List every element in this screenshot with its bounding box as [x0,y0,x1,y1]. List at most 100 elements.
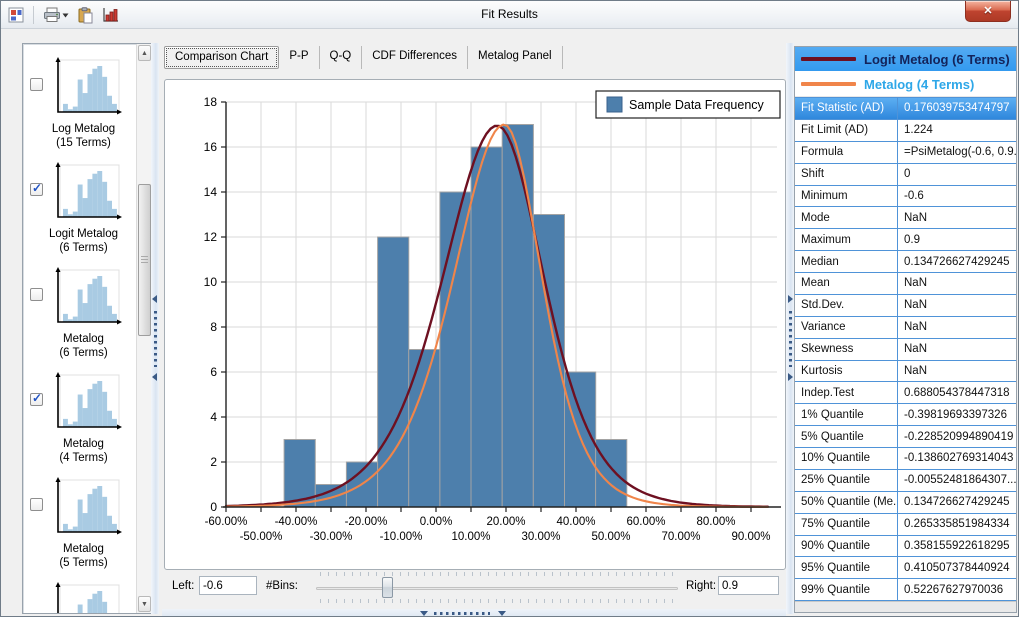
close-button[interactable]: ✕ [965,1,1011,22]
tab-q-q[interactable]: Q-Q [320,46,363,69]
right-splitter[interactable] [786,43,794,614]
table-row[interactable]: 25% Quantile -0.00552481864307... [795,469,1016,492]
table-row[interactable]: 95% Quantile 0.410507378440924 [795,557,1016,580]
stat-value: 0.134726627429245 [904,496,1010,509]
table-row[interactable]: Maximum 0.9 [795,229,1016,252]
left-bound-input[interactable] [199,576,257,595]
table-row[interactable]: Shift 0 [795,163,1016,186]
distribution-thumbnail-box[interactable] [49,476,123,538]
distribution-thumbnail-box[interactable] [49,266,123,328]
distribution-thumbnail-box[interactable] [49,371,123,433]
table-row[interactable]: 99% Quantile 0.52267627970036 [795,579,1016,602]
right-bound-input[interactable] [718,576,779,595]
table-row[interactable]: Median 0.134726627429245 [795,251,1016,273]
table-row[interactable]: Indep.Test 0.688054378447318 [795,382,1016,405]
bottom-splitter[interactable] [162,609,786,616]
splitter-grip [154,311,157,367]
scrollbar-grip [141,256,148,264]
left-splitter[interactable] [151,43,159,614]
stat-label: 25% Quantile [795,469,898,491]
table-row[interactable]: 10% Quantile -0.138602769314043 [795,448,1016,470]
distribution-thumbnail [55,582,120,613]
right-bound-label: Right: [686,580,717,592]
tab-metalog-panel[interactable]: Metalog Panel [468,46,563,69]
distribution-checkbox[interactable] [30,288,43,301]
tab-cdf-differences[interactable]: CDF Differences [362,46,469,69]
collapse-right-icon[interactable] [788,373,793,381]
slider-track[interactable] [316,587,678,590]
tab-comparison-chart[interactable]: Comparison Chart [164,46,280,69]
distribution-checkbox[interactable]: ✓ [30,391,43,406]
table-row[interactable]: Mode NaN [795,207,1016,230]
table-row[interactable]: 1% Quantile -0.39819693397326 [795,404,1016,427]
scroll-up-icon[interactable]: ▲ [138,45,151,61]
distribution-checkbox[interactable] [30,78,43,91]
table-row[interactable]: Fit Statistic (AD) 0.176039753474797 [795,98,1016,120]
distribution-label-line2: (6 Terms) [59,242,108,254]
chart-legend [595,90,781,119]
slider-thumb[interactable] [382,577,393,598]
histogram-bar [470,146,503,508]
stat-value: 0 [904,168,911,181]
scrollbar-thumb[interactable] [138,184,151,336]
sidebar-scrollbar[interactable]: ▲ ▼ [136,44,151,613]
stat-label: 75% Quantile [795,513,898,535]
collapse-right-icon[interactable] [788,295,793,303]
table-row[interactable]: Variance NaN [795,316,1016,339]
stat-value: 0.410507378440924 [904,561,1010,574]
paste-button[interactable] [76,6,95,25]
table-row[interactable]: Kurtosis NaN [795,360,1016,383]
stat-label: Kurtosis [795,360,898,382]
distribution-checkbox[interactable]: ✓ [30,181,43,196]
stat-label: Mode [795,207,898,229]
series-header-metalog[interactable]: Metalog (4 Terms) [795,72,1016,97]
table-row[interactable]: Mean NaN [795,273,1016,295]
stat-value: -0.6 [904,189,924,202]
series-header-logit-metalog[interactable]: Logit Metalog (6 Terms) [795,47,1016,72]
distribution-thumbnail-box[interactable] [49,56,123,118]
stat-label: Skewness [795,338,898,360]
table-row[interactable]: 90% Quantile 0.358155922618295 [795,535,1016,558]
table-row[interactable]: Minimum -0.6 [795,185,1016,208]
collapse-left-icon[interactable] [152,295,157,303]
svg-text:18: 18 [204,95,218,109]
table-row[interactable]: 50% Quantile (Me... 0.134726627429245 [795,491,1016,514]
table-row[interactable]: 5% Quantile -0.228520994890419 [795,426,1016,448]
distribution-checkbox[interactable] [30,498,43,511]
bins-slider[interactable] [314,570,680,606]
slider-ticks-bottom [320,599,674,603]
table-row[interactable]: Formula =PsiMetalog(-0.6, 0.9... [795,141,1016,164]
stat-value: =PsiMetalog(-0.6, 0.9... [904,146,1016,159]
table-row[interactable]: 75% Quantile 0.265335851984334 [795,513,1016,536]
stat-value: NaN [904,211,928,224]
distribution-thumbnail-box[interactable] [49,581,123,613]
collapse-down-icon[interactable] [420,611,428,616]
fitted-curve [224,123,769,509]
table-row[interactable]: Std.Dev. NaN [795,294,1016,317]
collapse-left-icon[interactable] [152,373,157,381]
bins-label: #Bins: [266,580,298,592]
splitter-grip [434,612,490,615]
print-dropdown-arrow-icon[interactable] [62,13,69,18]
svg-text:70.00%: 70.00% [661,531,700,543]
form-icon[interactable] [7,6,25,24]
table-row[interactable]: Skewness NaN [795,338,1016,361]
print-button[interactable] [42,6,70,24]
chart-button[interactable] [101,6,120,24]
stat-value: 0.176039753474797 [904,102,1010,115]
distribution-thumbnail-box[interactable] [49,161,123,223]
main-panel: Comparison Chart P-P Q-Q CDF Differences Met… [162,43,786,616]
distribution-label: Logit Metalog (6 Terms) [31,227,136,255]
table-row[interactable]: Fit Limit (AD) 1.224 [795,119,1016,142]
stat-label: Fit Limit (AD) [795,119,898,141]
scroll-down-icon[interactable]: ▼ [138,596,151,612]
comparison-chart-panel: 0 2 4 6 8 10 12 14 16 18 -60.00% -40.00% -20.00% 0.00… [164,79,786,570]
stat-value: -0.00552481864307... [904,474,1016,487]
svg-text:14: 14 [204,185,218,199]
statistics-panel-bottom-bar [795,601,1016,612]
tab-p-p[interactable]: P-P [279,46,320,69]
stat-value: -0.138602769314043 [904,452,1014,465]
svg-text:-60.00%: -60.00% [205,516,248,528]
collapse-down-icon[interactable] [498,611,506,616]
check-icon: ✓ [32,391,43,405]
